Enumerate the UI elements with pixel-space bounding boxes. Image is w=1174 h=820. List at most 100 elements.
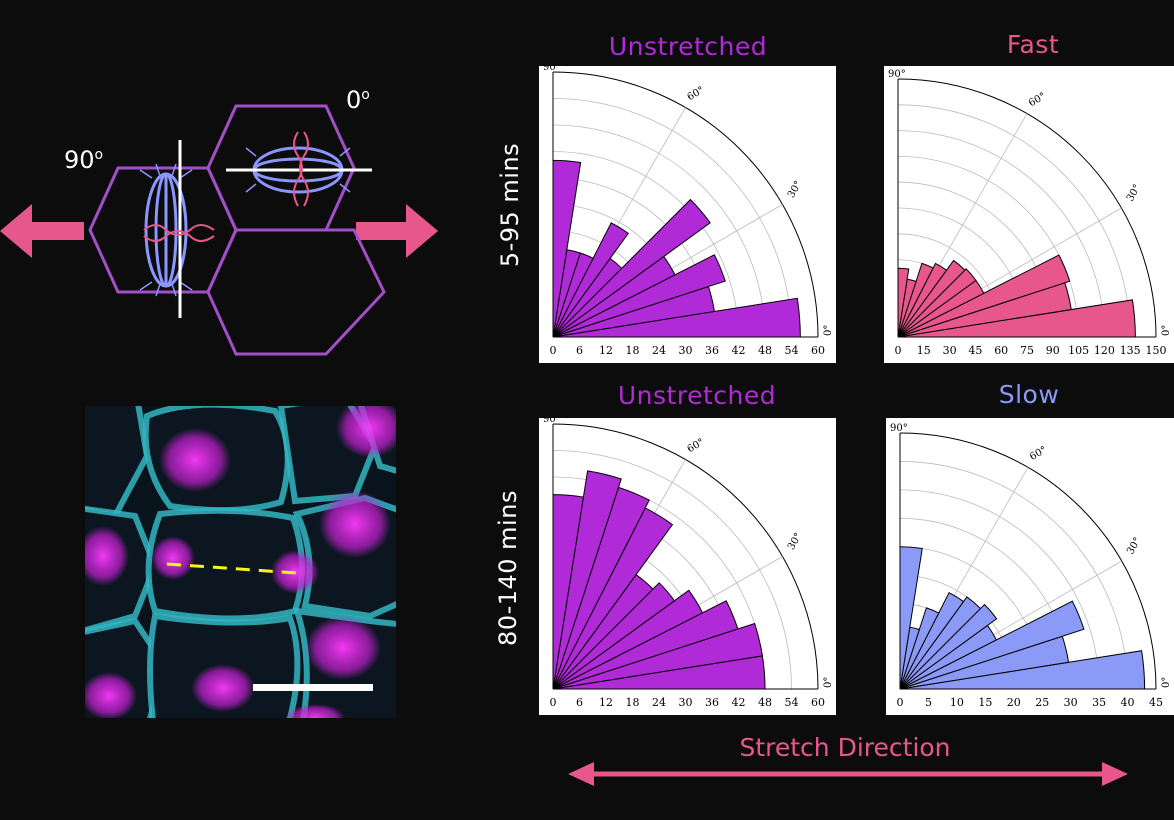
r-tick-label: 0 [550, 696, 557, 709]
polar-bar [897, 262, 934, 338]
r-tick-label: 30 [679, 696, 693, 709]
polar-bar [899, 546, 923, 690]
r-tick-label: 60 [994, 344, 1008, 357]
panel-title-fast: Fast [1006, 30, 1060, 59]
grid-arc [897, 78, 1157, 338]
r-tick-label: 10 [950, 696, 964, 709]
stretch-direction-double-arrow [568, 762, 1128, 786]
r-tick-label: 18 [626, 696, 640, 709]
cell-outline-bottom [206, 228, 386, 356]
r-tick-label: 42 [732, 696, 746, 709]
polar-chart-svg: 0 5 10 15 20 25 30 35 40 45 0° 30° 60° 90° [890, 423, 1172, 709]
theta-tick-label: 30° [1125, 183, 1143, 204]
theta-tick-label: 90° [890, 423, 908, 434]
polar-bar [552, 470, 622, 690]
polar-chart-slow: 0 5 10 15 20 25 30 35 40 45 0° 30° 60° 90° [886, 418, 1174, 715]
grid-arc [552, 423, 819, 690]
theta-tick-label: 0° [1161, 325, 1172, 336]
grid-arc [552, 71, 819, 338]
polar-bar [899, 596, 982, 690]
r-tick-label: 45 [1149, 696, 1163, 709]
r-tick-label: 36 [705, 696, 719, 709]
polar-bar [552, 254, 726, 338]
r-tick-label: 18 [626, 344, 640, 357]
theta-tick-label: 60° [1027, 91, 1048, 109]
polar-bar [552, 159, 582, 338]
cell-schematic [0, 104, 438, 356]
right-stretch-arrow [356, 204, 438, 258]
polar-bar [552, 494, 584, 690]
grid-arc [897, 104, 1131, 338]
cell-outline-left [88, 166, 238, 294]
r-tick-label: 20 [1007, 696, 1021, 709]
r-tick-label: 24 [652, 344, 666, 357]
r-tick-label: 35 [1092, 696, 1106, 709]
polar-bar [897, 262, 948, 338]
r-tick-label: 45 [968, 344, 982, 357]
polar-chart-fast: 0 15 30 45 60 75 90 105 120 135 150 0° 30° 60° 90° [884, 66, 1174, 363]
grid-arc [552, 98, 792, 338]
polar-bar [552, 589, 704, 690]
panel-title-unstretched-late: Unstretched [617, 381, 777, 410]
r-tick-label: 30 [679, 344, 693, 357]
r-tick-label: 42 [732, 344, 746, 357]
theta-tick-label: 0° [1161, 677, 1172, 688]
r-tick-label: 75 [1020, 344, 1034, 357]
r-tick-label: 90 [1046, 344, 1060, 357]
grid-arc [552, 124, 766, 338]
polar-bar [552, 622, 763, 690]
stretch-direction-label: Stretch Direction [739, 733, 951, 762]
theta-tick-label: 60° [686, 437, 707, 455]
polar-bar [552, 198, 711, 338]
polar-bar [552, 582, 676, 690]
polar-bar [552, 222, 629, 338]
theta-tick-label: 0° [823, 677, 834, 688]
panel-title-unstretched-early: Unstretched [608, 32, 768, 61]
r-tick-label: 15 [917, 344, 931, 357]
r-tick-label: 150 [1146, 344, 1167, 357]
r-tick-label: 30 [1064, 696, 1078, 709]
r-tick-label: 0 [897, 696, 904, 709]
r-tick-label: 6 [576, 344, 583, 357]
panel-title-slow: Slow [998, 380, 1060, 409]
r-tick-label: 48 [758, 344, 772, 357]
polar-bar [897, 268, 977, 338]
r-tick-label: 36 [705, 344, 719, 357]
polar-bar [897, 259, 966, 338]
grid-arc [899, 432, 1157, 690]
r-tick-label: 135 [1120, 344, 1141, 357]
polar-chart-svg: 0 6 12 18 24 30 36 42 48 54 60 0° 30° 60° 90° [543, 414, 834, 709]
polar-chart-unstretched-early: 0 6 12 18 24 30 36 42 48 54 60 0° 30° 60° 90° [539, 62, 836, 363]
row-label-early: 5-95 mins [496, 142, 524, 268]
grid-arc [899, 489, 1100, 690]
r-tick-label: 40 [1121, 696, 1135, 709]
polar-chart-unstretched-late: 0 6 12 18 24 30 36 42 48 54 60 0° 30° 60° 90° [539, 414, 836, 715]
cell-outline-top [206, 104, 356, 232]
grid-arc [552, 450, 792, 690]
polar-bar [899, 600, 1085, 690]
r-tick-label: 6 [576, 696, 583, 709]
theta-tick-label: 30° [786, 179, 804, 200]
theta-tick-label: 0° [823, 325, 834, 336]
r-tick-label: 60 [811, 696, 825, 709]
r-tick-label: 54 [785, 344, 799, 357]
grid-arc [897, 156, 1079, 338]
theta-tick-label: 90° [888, 69, 906, 80]
polar-bar [897, 267, 910, 338]
row-label-late: 80-140 mins [494, 490, 522, 646]
r-tick-label: 15 [978, 696, 992, 709]
grid-arc [897, 130, 1105, 338]
polar-chart-svg: 0 6 12 18 24 30 36 42 48 54 60 0° 30° 60° 90° [543, 62, 834, 357]
r-tick-label: 12 [599, 696, 613, 709]
angle-label-0: 0o [346, 86, 370, 114]
stretch-direction-arrow [568, 790, 1128, 820]
theta-tick-label: 30° [786, 531, 804, 552]
theta-tick-label: 90° [543, 66, 561, 73]
theta-tick-label: 60° [686, 85, 707, 103]
microscopy-cells [85, 406, 396, 718]
polar-bar [899, 607, 940, 690]
grid-arc [899, 461, 1128, 690]
polar-chart-svg: 0 15 30 45 60 75 90 105 120 135 150 0° 30° 60° 90° [888, 69, 1172, 357]
r-tick-label: 0 [895, 344, 902, 357]
r-tick-label: 30 [943, 344, 957, 357]
